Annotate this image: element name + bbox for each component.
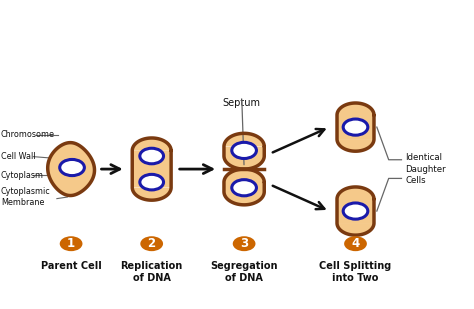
Ellipse shape	[140, 174, 164, 190]
Wedge shape	[337, 223, 374, 235]
Ellipse shape	[343, 203, 368, 219]
Text: Segregation
of DNA: Segregation of DNA	[210, 261, 278, 283]
Bar	[224, 182, 264, 192]
Wedge shape	[337, 187, 374, 199]
Circle shape	[233, 236, 255, 251]
Bar	[224, 146, 264, 156]
Wedge shape	[337, 103, 374, 115]
Text: Chromosome: Chromosome	[1, 130, 55, 139]
Bar	[337, 115, 374, 139]
Text: Binary Fission: Binary Fission	[132, 17, 342, 43]
Circle shape	[60, 236, 82, 251]
Text: 4: 4	[351, 237, 360, 250]
Text: Identical
Daughter
Cells: Identical Daughter Cells	[405, 154, 446, 185]
Text: 2: 2	[147, 237, 156, 250]
Text: Cell Wall: Cell Wall	[1, 152, 36, 161]
Text: Replication
of DNA: Replication of DNA	[120, 261, 183, 283]
Wedge shape	[224, 133, 264, 146]
Circle shape	[140, 236, 163, 251]
Bar	[337, 199, 374, 223]
Wedge shape	[224, 156, 264, 169]
Wedge shape	[337, 139, 374, 151]
Ellipse shape	[140, 148, 164, 164]
Text: Cytoplasm: Cytoplasm	[1, 171, 44, 180]
Wedge shape	[132, 138, 171, 151]
Ellipse shape	[60, 159, 84, 176]
Text: Cell Splitting
into Two: Cell Splitting into Two	[319, 261, 392, 283]
Wedge shape	[132, 188, 171, 200]
Wedge shape	[224, 169, 264, 182]
Text: Septum: Septum	[223, 98, 261, 108]
Ellipse shape	[343, 119, 368, 135]
Ellipse shape	[232, 142, 256, 159]
Text: Cytoplasmic
Membrane: Cytoplasmic Membrane	[1, 187, 51, 207]
Text: 3: 3	[240, 237, 248, 250]
Text: Parent Cell: Parent Cell	[41, 261, 101, 271]
Wedge shape	[224, 192, 264, 205]
Circle shape	[344, 236, 367, 251]
Text: 1: 1	[67, 237, 75, 250]
Ellipse shape	[232, 180, 256, 196]
Polygon shape	[48, 143, 94, 196]
Bar	[132, 151, 171, 188]
